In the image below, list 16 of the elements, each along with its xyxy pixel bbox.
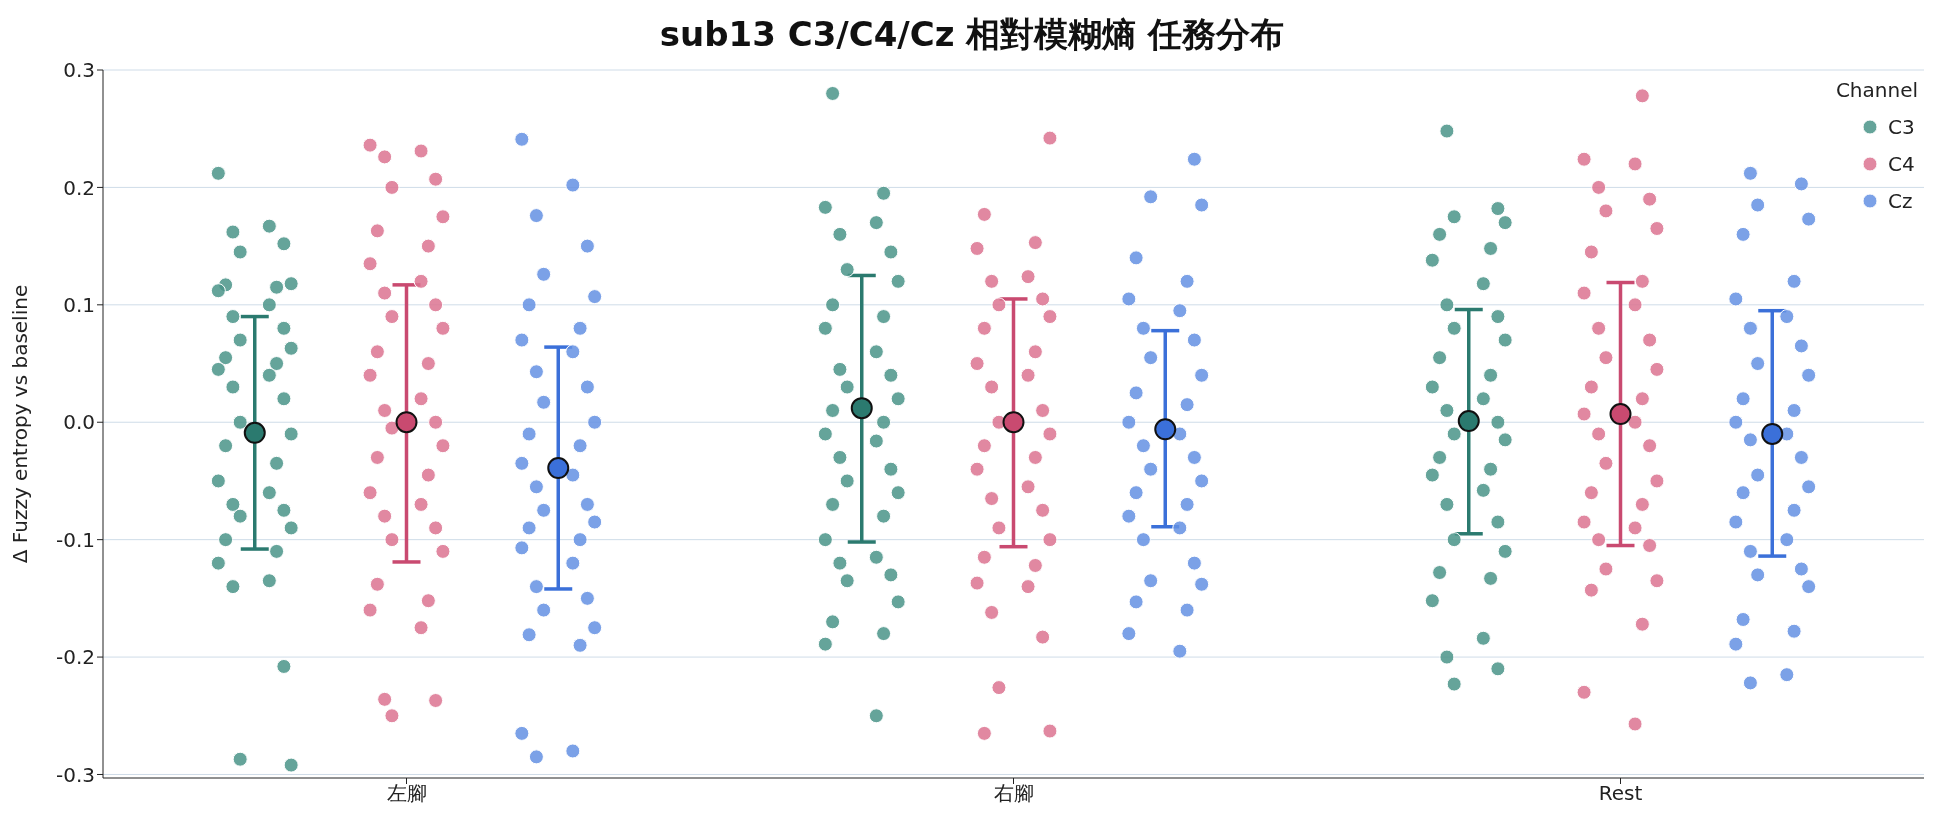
y-tick-label: -0.1 [55, 527, 95, 552]
y-tick-label: 0.1 [63, 292, 95, 317]
legend-label: Cz [1888, 188, 1914, 213]
x-tick-label: Rest [1598, 781, 1643, 806]
y-tick-label: 0.2 [63, 175, 95, 200]
y-tick-label: -0.3 [55, 762, 95, 787]
y-tick-label: 0.0 [63, 410, 95, 435]
y-axis-title: Δ Fuzzy entropy vs baseline [8, 284, 33, 564]
y-tick-label: -0.2 [55, 645, 95, 670]
x-tick-label: 右腳 [993, 781, 1034, 806]
chart-title: sub13 C3/C4/Cz 相對模糊熵 任務分布 [658, 13, 1286, 56]
legend-label: C3 [1888, 114, 1916, 139]
legend-label: C4 [1888, 151, 1916, 176]
x-tick-label: 左腳 [386, 781, 427, 806]
y-tick-label: 0.3 [63, 58, 95, 83]
legend-title: Channel [1835, 78, 1918, 102]
